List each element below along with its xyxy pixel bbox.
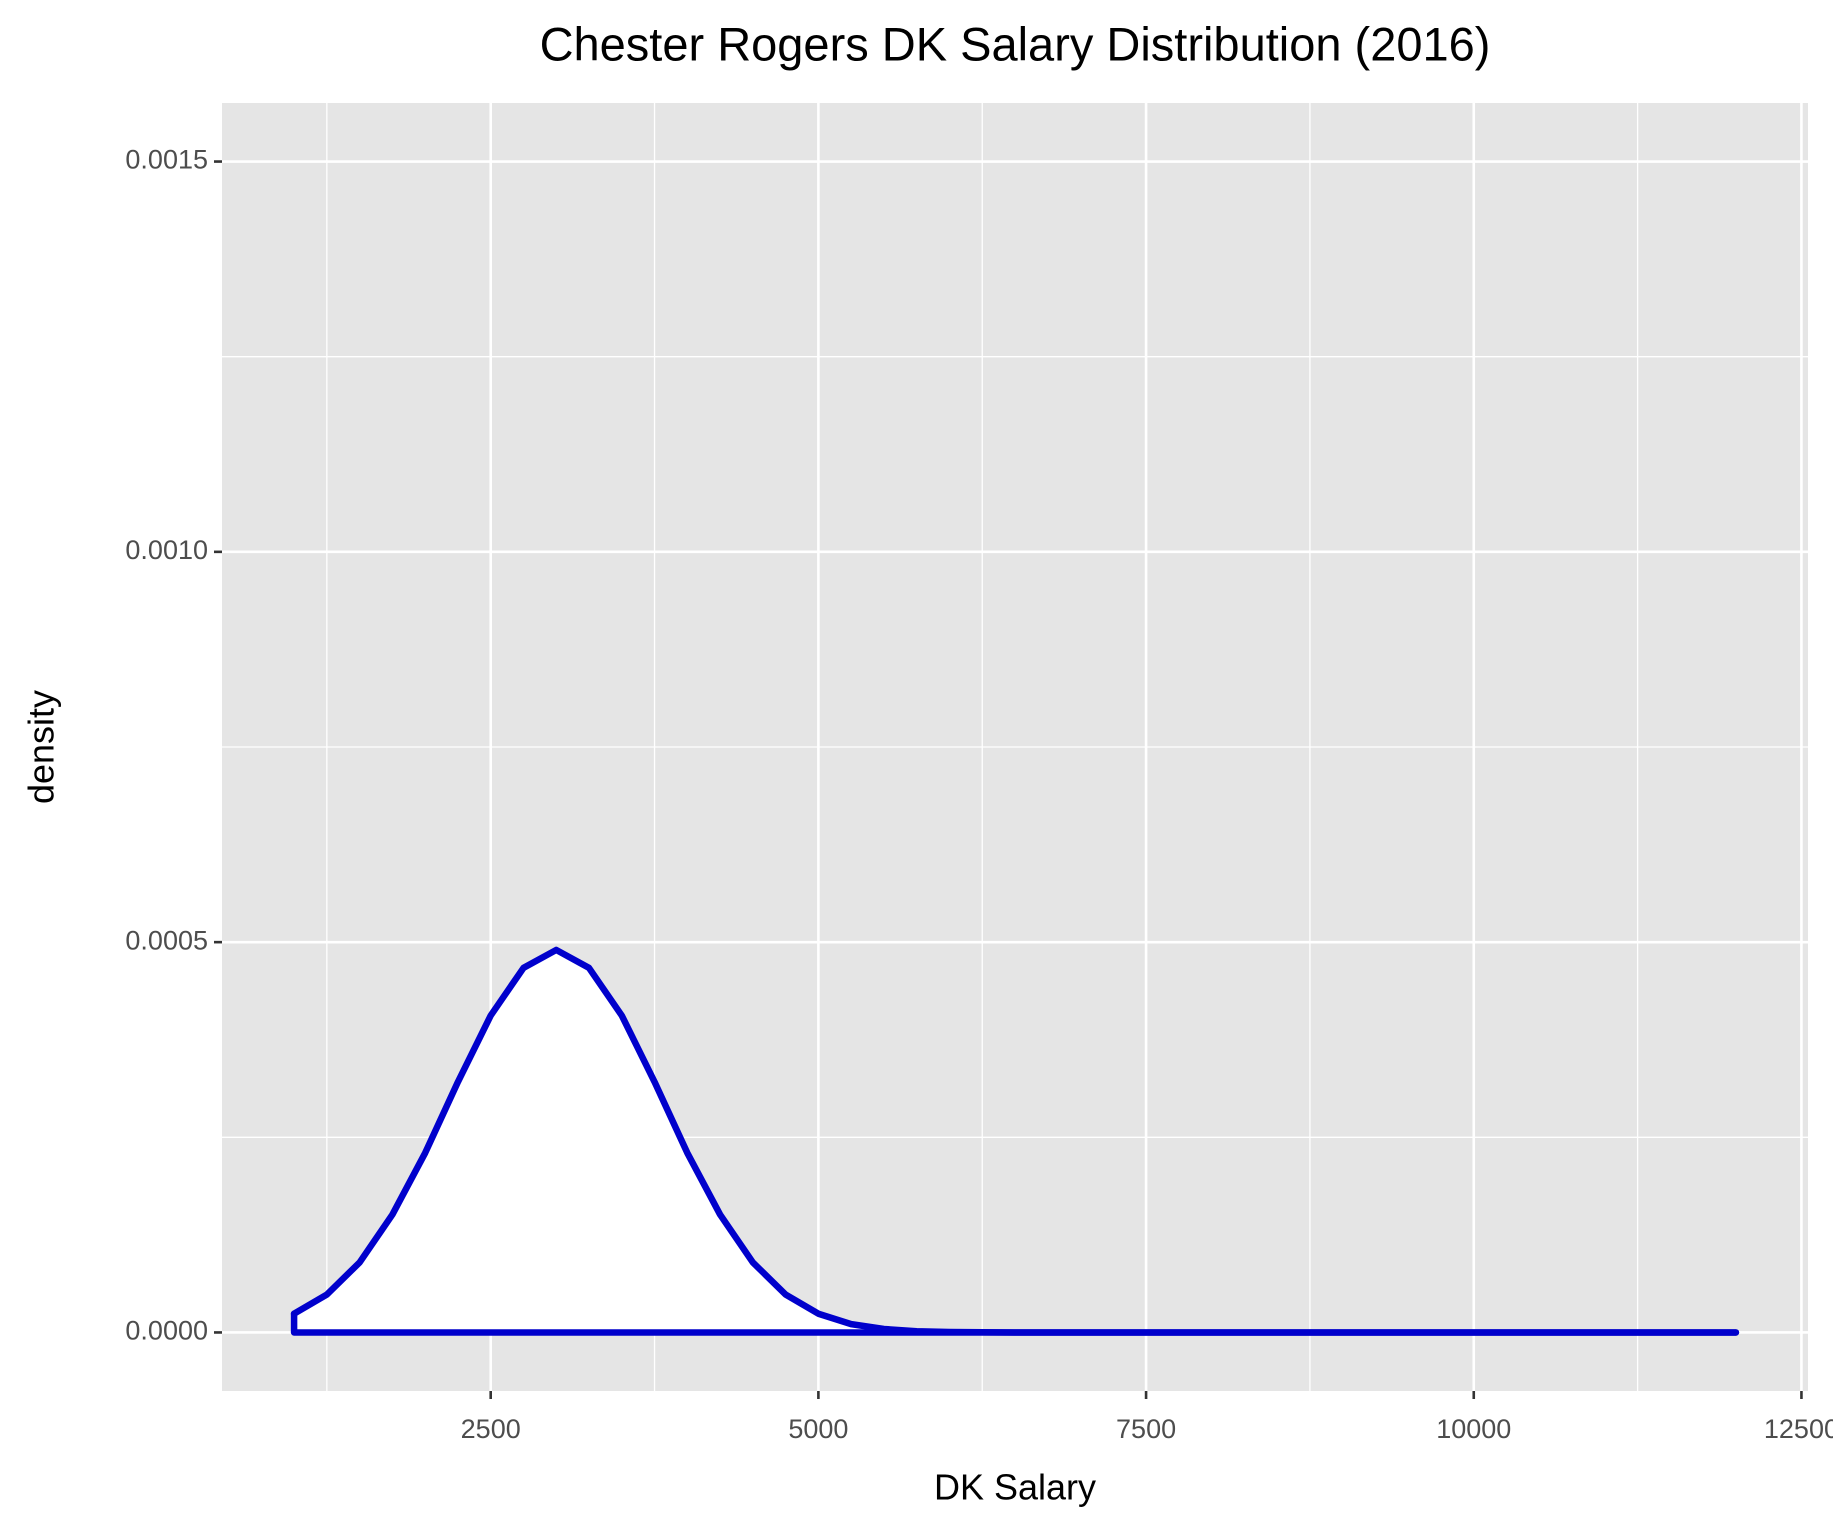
axes: 2500 5000 7500 10000 12500 0.0000 0.0005 0.0010… bbox=[125, 145, 1833, 1444]
density-area bbox=[294, 949, 1736, 1333]
x-axis-title: DK Salary bbox=[934, 1467, 1096, 1508]
y-tick-label: 0.0000 bbox=[125, 1316, 208, 1346]
x-tick-label: 2500 bbox=[461, 1414, 521, 1444]
x-tick-label: 10000 bbox=[1436, 1414, 1511, 1444]
y-axis-title: density bbox=[21, 690, 62, 804]
x-tick-label: 5000 bbox=[788, 1414, 848, 1444]
y-tick-label: 0.0015 bbox=[125, 145, 208, 175]
chart-title: Chester Rogers DK Salary Distribution (2… bbox=[540, 17, 1491, 70]
marks bbox=[290, 946, 1740, 1336]
y-tick-label: 0.0010 bbox=[125, 535, 208, 565]
x-tick-label: 12500 bbox=[1764, 1414, 1833, 1444]
density-line bbox=[290, 946, 1740, 1336]
y-tick-label: 0.0005 bbox=[125, 925, 208, 955]
x-tick-label: 7500 bbox=[1116, 1414, 1176, 1444]
